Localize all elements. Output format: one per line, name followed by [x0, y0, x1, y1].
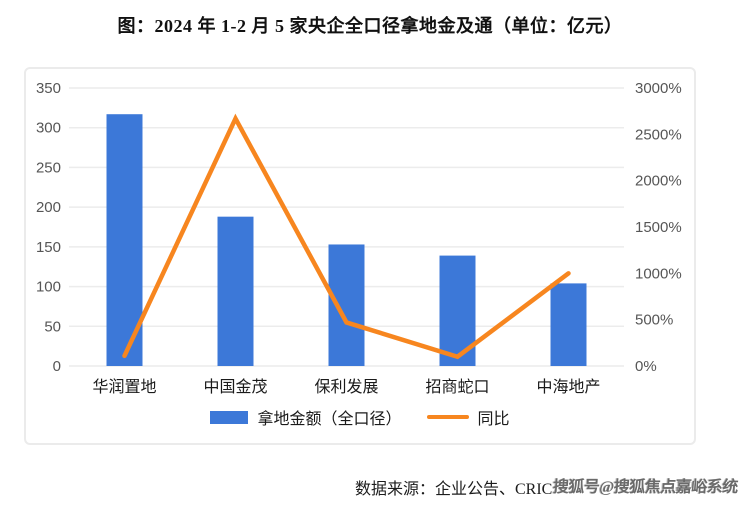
bar [328, 244, 365, 366]
figure-page: 图：2024 年 1-2 月 5 家央企全口径拿地金及通（单位：亿元） 0 50 1… [0, 12, 740, 498]
trend-line [122, 113, 571, 360]
chart-svg: 0 50 100 150 200 250 300 350 0% 500% 1000% 1500% 200… [36, 80, 682, 396]
bar [550, 283, 587, 366]
chart-title: 图：2024 年 1-2 月 5 家央企全口径拿地金及通（单位：亿元） [117, 16, 623, 36]
bar [106, 114, 143, 366]
legend-line-label: 同比 [477, 411, 510, 428]
y-axis-tick-label: 350 [36, 80, 61, 97]
x-axis-label: 招商蛇口 [425, 378, 489, 396]
y2-axis-tick-label: 3000% [635, 80, 682, 97]
y-axis-tick-label: 300 [36, 120, 61, 137]
data-source-text: 数据来源：企业公告、CRIC [355, 481, 553, 498]
legend-bar-label: 拿地金额（全口径） [257, 411, 402, 428]
chart-container: 0 50 100 150 200 250 300 350 0% 500% 1000% 1500% 200… [24, 67, 696, 445]
watermark-text: 搜狐号@搜狐焦点嘉峪系统 [552, 479, 739, 496]
y2-axis-tick-label: 1500% [635, 219, 682, 236]
y-axis-tick-label: 0 [53, 358, 61, 375]
y-axis-tick-label: 250 [36, 159, 61, 176]
legend-line-swatch-icon [426, 415, 469, 419]
legend-bar-swatch-icon [210, 410, 249, 424]
bar [217, 216, 254, 366]
chart-legend: 拿地金额（全口径） 同比 [26, 405, 694, 429]
x-axis-label: 保利发展 [314, 378, 378, 396]
y2-axis-tick-label: 500% [635, 312, 673, 329]
y-axis-tick-label: 50 [44, 318, 61, 335]
y-axis-tick-label: 150 [36, 239, 61, 256]
x-axis-label: 中海地产 [536, 378, 600, 396]
x-axis-label: 中国金茂 [203, 378, 267, 396]
y2-axis-tick-label: 1000% [635, 265, 682, 282]
x-axis-label: 华润置地 [92, 378, 156, 396]
footer: 数据来源：企业公告、CRIC 搜狐号@搜狐焦点嘉峪系统 [0, 472, 740, 502]
y-axis-tick-label: 200 [36, 199, 61, 216]
y2-axis-tick-label: 2500% [635, 126, 682, 143]
y2-axis-tick-label: 2000% [635, 173, 682, 190]
y2-axis-tick-label: 0% [635, 358, 657, 375]
y-axis-tick-label: 100 [36, 279, 61, 296]
